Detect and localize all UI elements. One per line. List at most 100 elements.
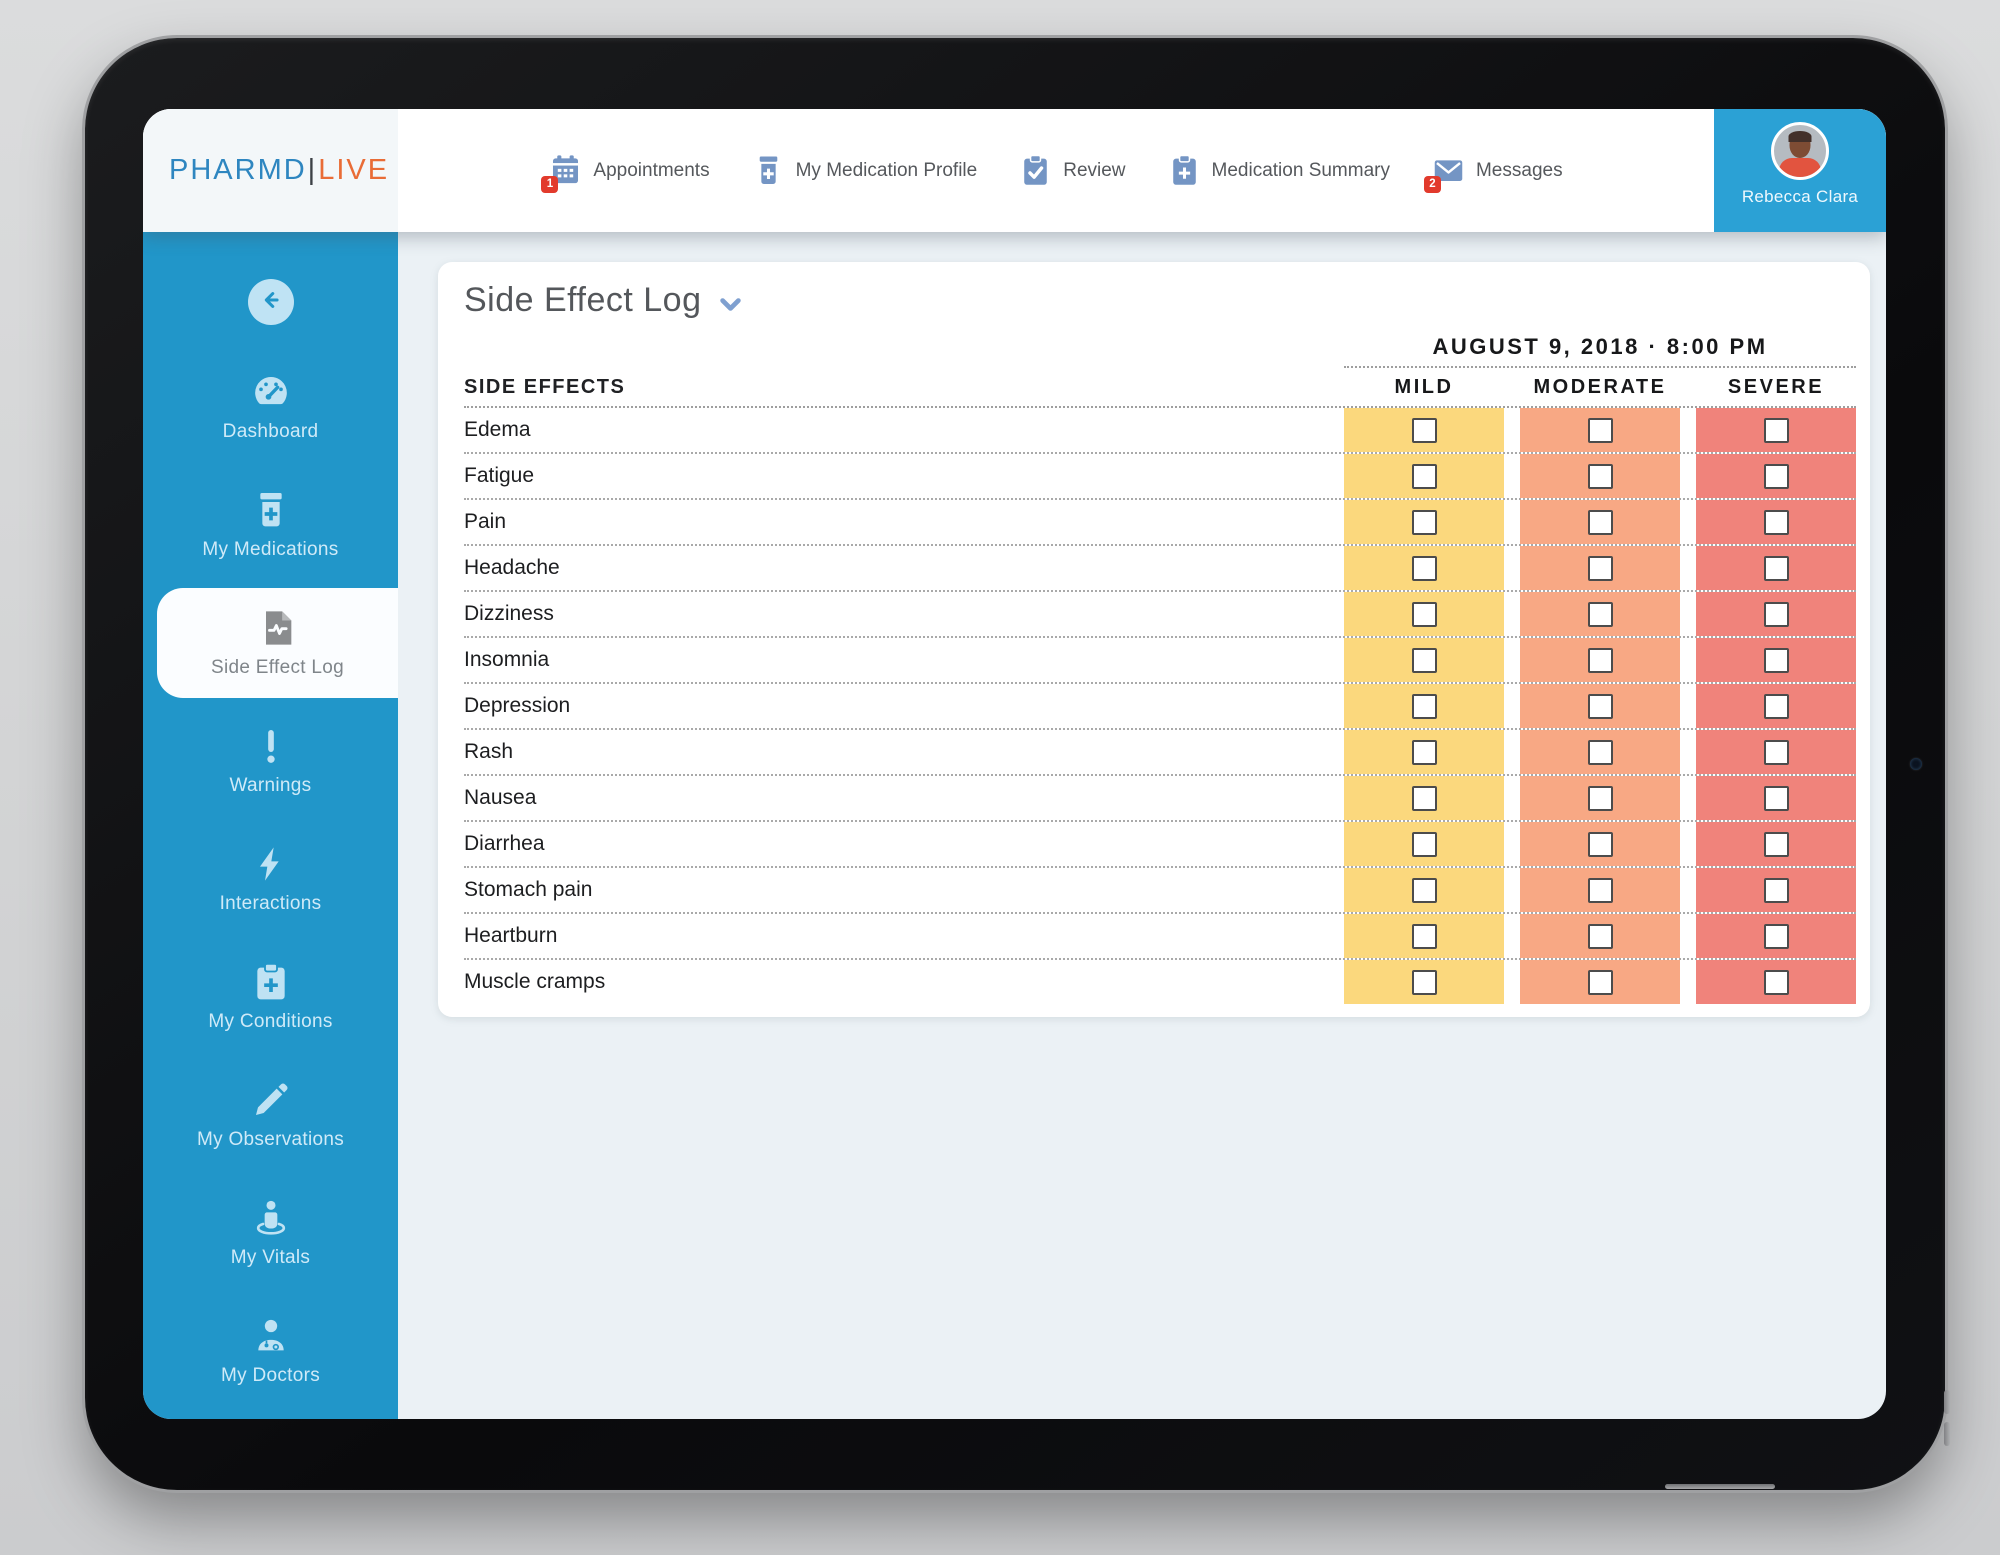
back-button[interactable] xyxy=(247,279,294,325)
column-gap xyxy=(1680,822,1696,866)
sidebar-item-label: My Observations xyxy=(196,1128,345,1150)
checkbox-severe-insomnia[interactable] xyxy=(1763,647,1789,673)
checkbox-mild-diarrhea[interactable] xyxy=(1411,831,1437,857)
checkbox-severe-depression[interactable] xyxy=(1763,693,1789,719)
sidebar-item-label: Warnings xyxy=(229,774,312,796)
sidebar-item-my-doctors[interactable]: My Doctors xyxy=(143,1292,398,1410)
moderate-cell xyxy=(1520,914,1680,958)
nav-label: Medication Summary xyxy=(1211,159,1390,181)
table-row: Depression xyxy=(464,684,1856,730)
app-header: PHARMD|LIVE 1 Appointments My Medication… xyxy=(143,109,1886,232)
checkbox-moderate-rash[interactable] xyxy=(1587,739,1613,765)
sidebar-item-my-conditions[interactable]: My Conditions xyxy=(143,938,398,1056)
nav-item-appointments[interactable]: 1 Appointments xyxy=(541,154,710,193)
checkbox-mild-nausea[interactable] xyxy=(1411,785,1437,811)
nav-item-messages[interactable]: 2 Messages xyxy=(1423,154,1563,193)
mild-cell xyxy=(1344,868,1504,912)
mild-cell xyxy=(1344,960,1504,1004)
checkbox-mild-pain[interactable] xyxy=(1411,509,1437,535)
checkbox-moderate-pain[interactable] xyxy=(1587,509,1613,535)
checkbox-severe-rash[interactable] xyxy=(1763,739,1789,765)
mild-cell xyxy=(1344,776,1504,820)
checkbox-severe-heartburn[interactable] xyxy=(1763,923,1789,949)
checkbox-severe-headache[interactable] xyxy=(1763,555,1789,581)
checkbox-mild-muscle-cramps[interactable] xyxy=(1411,969,1437,995)
mild-cell xyxy=(1344,454,1504,498)
sidebar-item-side-effect-log[interactable]: Side Effect Log xyxy=(157,588,398,698)
severe-cell xyxy=(1696,822,1856,866)
checkbox-moderate-fatigue[interactable] xyxy=(1587,463,1613,489)
avatar-shirt xyxy=(1779,158,1821,177)
column-gap xyxy=(1504,730,1520,774)
checkbox-severe-edema[interactable] xyxy=(1763,417,1789,443)
checkbox-moderate-muscle-cramps[interactable] xyxy=(1587,969,1613,995)
checkbox-moderate-dizziness[interactable] xyxy=(1587,601,1613,627)
checkbox-mild-depression[interactable] xyxy=(1411,693,1437,719)
side-effect-name: Headache xyxy=(464,556,560,579)
table-row: Rash xyxy=(464,730,1856,776)
checkbox-mild-dizziness[interactable] xyxy=(1411,601,1437,627)
nav-item-medication-summary[interactable]: Medication Summary xyxy=(1168,154,1390,187)
checkbox-moderate-headache[interactable] xyxy=(1587,555,1613,581)
user-name: Rebecca Clara xyxy=(1741,187,1859,206)
checkbox-moderate-diarrhea[interactable] xyxy=(1587,831,1613,857)
checkbox-severe-nausea[interactable] xyxy=(1763,785,1789,811)
checkbox-mild-rash[interactable] xyxy=(1411,739,1437,765)
nav-label: Review xyxy=(1063,159,1126,181)
checkbox-moderate-nausea[interactable] xyxy=(1587,785,1613,811)
sidebar-item-my-medications[interactable]: My Medications xyxy=(143,466,398,584)
checkbox-mild-stomach-pain[interactable] xyxy=(1411,877,1437,903)
checkbox-severe-fatigue[interactable] xyxy=(1763,463,1789,489)
column-gap xyxy=(1504,546,1520,590)
moderate-cell xyxy=(1520,960,1680,1004)
table-row: Edema xyxy=(464,408,1856,454)
checkbox-severe-dizziness[interactable] xyxy=(1763,601,1789,627)
sidebar-item-label: Interactions xyxy=(219,892,322,914)
sidebar-item-my-vitals[interactable]: My Vitals xyxy=(143,1174,398,1292)
tablet-frame: PHARMD|LIVE 1 Appointments My Medication… xyxy=(85,38,1950,1490)
sidebar-item-dashboard[interactable]: Dashboard xyxy=(143,348,398,466)
nav-item-my-medication-profile[interactable]: My Medication Profile xyxy=(752,154,977,187)
doctor-icon xyxy=(251,1316,291,1356)
chevron-down-icon[interactable] xyxy=(717,291,744,318)
checkbox-moderate-edema[interactable] xyxy=(1587,417,1613,443)
checkbox-severe-pain[interactable] xyxy=(1763,509,1789,535)
pill-bottle-icon xyxy=(251,490,291,530)
brand-divider: | xyxy=(307,154,318,186)
sidebar-item-my-observations[interactable]: My Observations xyxy=(143,1056,398,1174)
checkbox-moderate-heartburn[interactable] xyxy=(1587,923,1613,949)
side-effect-name: Diarrhea xyxy=(464,832,545,855)
checkbox-moderate-depression[interactable] xyxy=(1587,693,1613,719)
checkbox-mild-insomnia[interactable] xyxy=(1411,647,1437,673)
sidebar-item-warnings[interactable]: Warnings xyxy=(143,702,398,820)
checkbox-moderate-stomach-pain[interactable] xyxy=(1587,877,1613,903)
column-gap xyxy=(1680,638,1696,682)
table-row: Dizziness xyxy=(464,592,1856,638)
checkbox-mild-edema[interactable] xyxy=(1411,417,1437,443)
column-gap xyxy=(1504,822,1520,866)
appointments-badge: 1 xyxy=(541,176,559,193)
checkbox-mild-headache[interactable] xyxy=(1411,555,1437,581)
table-row: Stomach pain xyxy=(464,868,1856,914)
checkbox-severe-diarrhea[interactable] xyxy=(1763,831,1789,857)
checkbox-severe-stomach-pain[interactable] xyxy=(1763,877,1789,903)
sidebar-item-label: My Conditions xyxy=(208,1010,333,1032)
moderate-cell xyxy=(1520,684,1680,728)
checkbox-mild-heartburn[interactable] xyxy=(1411,923,1437,949)
user-profile[interactable]: Rebecca Clara xyxy=(1714,109,1886,232)
column-gap xyxy=(1504,776,1520,820)
column-gap xyxy=(1680,868,1696,912)
severe-cell xyxy=(1696,776,1856,820)
brand-logo: PHARMD|LIVE xyxy=(169,154,389,187)
checkbox-moderate-insomnia[interactable] xyxy=(1587,647,1613,673)
sidebar-item-interactions[interactable]: Interactions xyxy=(143,820,398,938)
moderate-cell xyxy=(1520,730,1680,774)
avatar xyxy=(1771,122,1829,180)
column-gap xyxy=(1680,730,1696,774)
brand-secondary: LIVE xyxy=(318,154,390,186)
checkbox-mild-fatigue[interactable] xyxy=(1411,463,1437,489)
column-gap xyxy=(1504,960,1520,1004)
checkbox-severe-muscle-cramps[interactable] xyxy=(1763,969,1789,995)
moderate-cell xyxy=(1520,454,1680,498)
nav-item-review[interactable]: Review xyxy=(1019,154,1126,187)
